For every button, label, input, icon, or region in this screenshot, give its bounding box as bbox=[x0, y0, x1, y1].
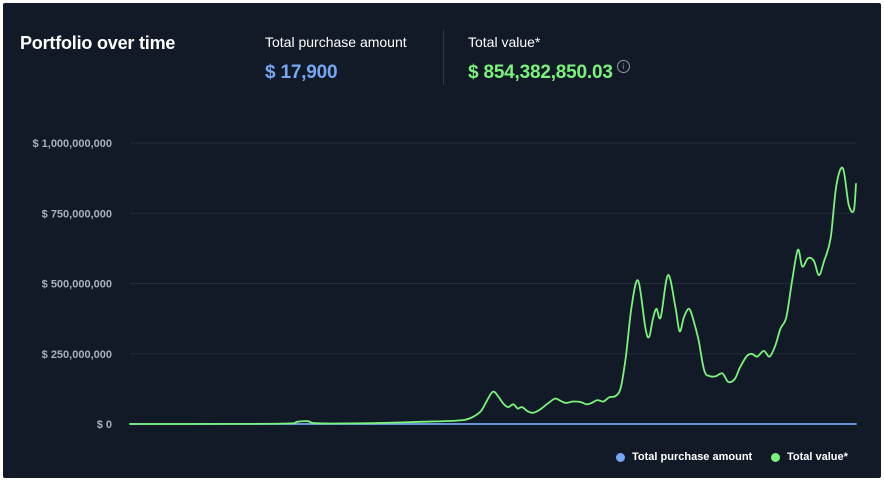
y-tick-label: $ 500,000,000 bbox=[42, 279, 112, 291]
y-axis-ticks: $ 0 $ 250,000,000 $ 500,000,000 $ 750,000,0… bbox=[32, 138, 112, 431]
grid-lines bbox=[130, 142, 856, 425]
total-value-label: Total value* bbox=[468, 34, 541, 50]
legend-purchase-label: Total purchase amount bbox=[632, 451, 753, 463]
legend-total-label: Total value* bbox=[787, 451, 848, 463]
legend-total-marker bbox=[771, 452, 780, 462]
stats-divider bbox=[443, 30, 444, 85]
legend-purchase-marker bbox=[616, 452, 625, 462]
total-value-amount-row: $ 854,382,850.03 i bbox=[468, 60, 630, 84]
legend-item-purchase[interactable]: Total purchase amount bbox=[616, 451, 752, 463]
y-tick-label: $ 250,000,000 bbox=[42, 349, 112, 361]
legend-item-total[interactable]: Total value* bbox=[771, 451, 848, 463]
y-tick-label: $ 750,000,000 bbox=[42, 208, 112, 220]
series-line-total-value[interactable] bbox=[129, 166, 857, 425]
y-tick-label: $ 0 bbox=[97, 419, 112, 431]
total-value-amount: $ 854,382,850.03 bbox=[468, 62, 613, 83]
info-icon[interactable]: i bbox=[616, 60, 630, 73]
total-value-stat: Total value* $ 854,382,850.03 i bbox=[468, 34, 630, 84]
chart-title: Portfolio over time bbox=[20, 33, 176, 53]
y-tick-label: $ 1,000,000,000 bbox=[32, 138, 112, 150]
portfolio-card bbox=[3, 3, 881, 478]
total-purchase-label: Total purchase amount bbox=[265, 34, 407, 50]
total-purchase-stat: Total purchase amount $ 17,900 bbox=[265, 34, 407, 84]
total-purchase-value: $ 17,900 bbox=[265, 62, 338, 83]
series-lines bbox=[129, 166, 857, 425]
